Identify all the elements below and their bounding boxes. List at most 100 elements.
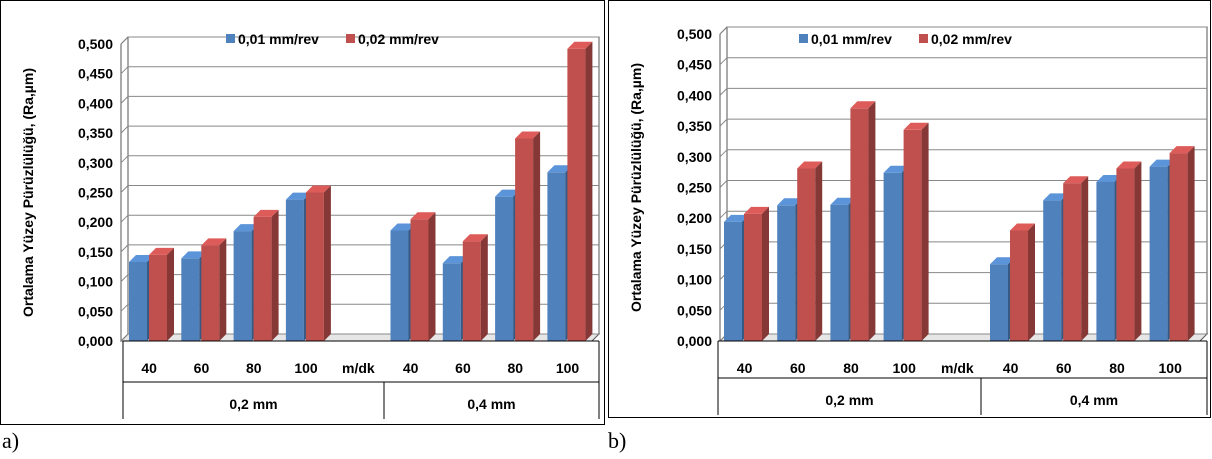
- bar-top: [390, 223, 416, 231]
- bar-side: [1134, 161, 1142, 341]
- gridline-diagonal: [120, 66, 129, 75]
- x-tick-label: 100: [893, 360, 917, 376]
- x-tick-label: 80: [246, 360, 262, 376]
- bar-top: [567, 41, 593, 49]
- bar-0,02 mm/rev-60: [462, 241, 481, 341]
- bar-top: [495, 189, 521, 197]
- bar-0,02 mm/rev-40: [1010, 230, 1028, 341]
- bar-top: [1010, 223, 1035, 231]
- bar-side: [585, 41, 593, 341]
- x-tick-label: 80: [843, 360, 859, 376]
- gridline-diagonal: [120, 303, 129, 312]
- gridline-diagonal: [120, 214, 129, 223]
- y-tick-label: 0,250: [78, 185, 113, 201]
- bar-top: [305, 185, 331, 193]
- gridline-diagonal: [719, 210, 728, 219]
- bar-0,02 mm/rev-80: [1116, 168, 1135, 341]
- gridline-diagonal: [120, 274, 129, 282]
- bar-0,01 mm/rev-100: [547, 172, 566, 341]
- bar-0,02 mm/rev-100: [567, 48, 586, 341]
- x-tick-label: m/dk: [941, 360, 974, 376]
- x-tick-label: 60: [790, 360, 806, 376]
- y-tick-label: 0,050: [78, 303, 113, 319]
- gridline-diagonal: [120, 244, 129, 253]
- gridline-diagonal: [120, 333, 129, 342]
- bar-0,01 mm/rev-60: [181, 258, 200, 341]
- y-tick-label: 0,200: [677, 210, 712, 226]
- y-tick-label: 0,300: [78, 155, 113, 171]
- bar-0,01 mm/rev-80: [495, 196, 514, 341]
- bar-top: [181, 251, 207, 259]
- bar-0,02 mm/rev-100: [1169, 153, 1188, 341]
- y-tick-label: 0,250: [677, 180, 712, 196]
- bar-top: [129, 254, 154, 262]
- bar-0,02 mm/rev-60: [201, 245, 220, 341]
- bar-top: [850, 101, 876, 109]
- bar-top: [233, 224, 259, 232]
- gridline-diagonal: [120, 96, 129, 104]
- gridline-diagonal: [120, 185, 129, 193]
- bar-top: [201, 238, 227, 246]
- bar-side: [762, 206, 769, 341]
- gridline-diagonal: [719, 26, 728, 35]
- y-tick-label: 0,150: [677, 241, 712, 257]
- gridline-diagonal: [719, 180, 728, 188]
- bar-side: [1081, 176, 1089, 341]
- group-label: 0,2 mm: [229, 396, 277, 412]
- bar-top: [744, 206, 769, 214]
- y-tick-label: 0,500: [677, 26, 712, 42]
- bar-0,01 mm/rev-60: [777, 205, 796, 341]
- bar-top: [1116, 161, 1142, 169]
- bar-side: [271, 209, 279, 341]
- bar-side: [323, 185, 331, 341]
- bar-top: [883, 165, 909, 173]
- y-tick-label: 0,100: [78, 274, 113, 290]
- legend-swatch: [346, 34, 355, 43]
- gridline-diagonal: [719, 88, 728, 96]
- bar-top: [547, 165, 573, 173]
- bar-0,01 mm/rev-40: [129, 261, 147, 341]
- bar-side: [533, 131, 541, 341]
- bar-top: [1063, 176, 1089, 184]
- bar-top: [990, 257, 1015, 265]
- bar-0,02 mm/rev-60: [797, 168, 816, 341]
- y-tick-label: 0,000: [677, 333, 712, 349]
- y-tick-label: 0,050: [677, 302, 712, 318]
- bar-0,02 mm/rev-80: [253, 216, 272, 341]
- legend-label: 0,02 mm/rev: [931, 31, 1012, 47]
- x-tick-label: 60: [194, 360, 210, 376]
- bar-chart-a: 0,000 0,050 0,100 0,150 0,200 0,250 0,300 0,350…: [20, 31, 601, 419]
- gridline-diagonal: [120, 125, 129, 134]
- x-tick-label: 40: [141, 360, 157, 376]
- y-tick-label: 0,200: [78, 214, 113, 230]
- x-tick-label: 60: [1056, 360, 1072, 376]
- x-tick-label: 40: [737, 360, 753, 376]
- bar-0,01 mm/rev-60: [442, 263, 461, 341]
- y-axis-label: Ortalama Yüzey Pürüzlülüğü, (Ra,µm): [628, 63, 644, 312]
- bar-chart-b: 0,000 0,050 0,100 0,150 0,200 0,250 0,300 0,350…: [628, 26, 1209, 415]
- y-tick-label: 0,400: [677, 87, 712, 103]
- bar-0,01 mm/rev-40: [724, 221, 742, 341]
- legend-label: 0,02 mm/rev: [358, 31, 439, 47]
- bar-top: [903, 122, 929, 130]
- x-tick-label: 40: [403, 360, 419, 376]
- y-tick-label: 0,350: [677, 118, 712, 134]
- x-tick-label: 60: [455, 360, 471, 376]
- panel-label-b: b): [608, 428, 627, 453]
- bar-0,01 mm/rev-40: [990, 264, 1008, 341]
- y-tick-label: 0,300: [677, 149, 712, 165]
- bar-top: [285, 192, 311, 200]
- bar-top: [1169, 146, 1195, 154]
- bar-side: [868, 101, 876, 341]
- bar-0,01 mm/rev-80: [830, 204, 849, 341]
- bar-side: [815, 161, 823, 341]
- x-tick-label: 80: [1109, 360, 1125, 376]
- bar-top: [830, 197, 856, 205]
- x-tick-label: 80: [507, 360, 523, 376]
- bar-top: [462, 234, 488, 242]
- bar-top: [442, 256, 468, 264]
- bar-top: [797, 161, 823, 169]
- x-tick-label: 40: [1003, 360, 1019, 376]
- bar-0,02 mm/rev-40: [744, 213, 762, 341]
- bar-side: [428, 212, 436, 341]
